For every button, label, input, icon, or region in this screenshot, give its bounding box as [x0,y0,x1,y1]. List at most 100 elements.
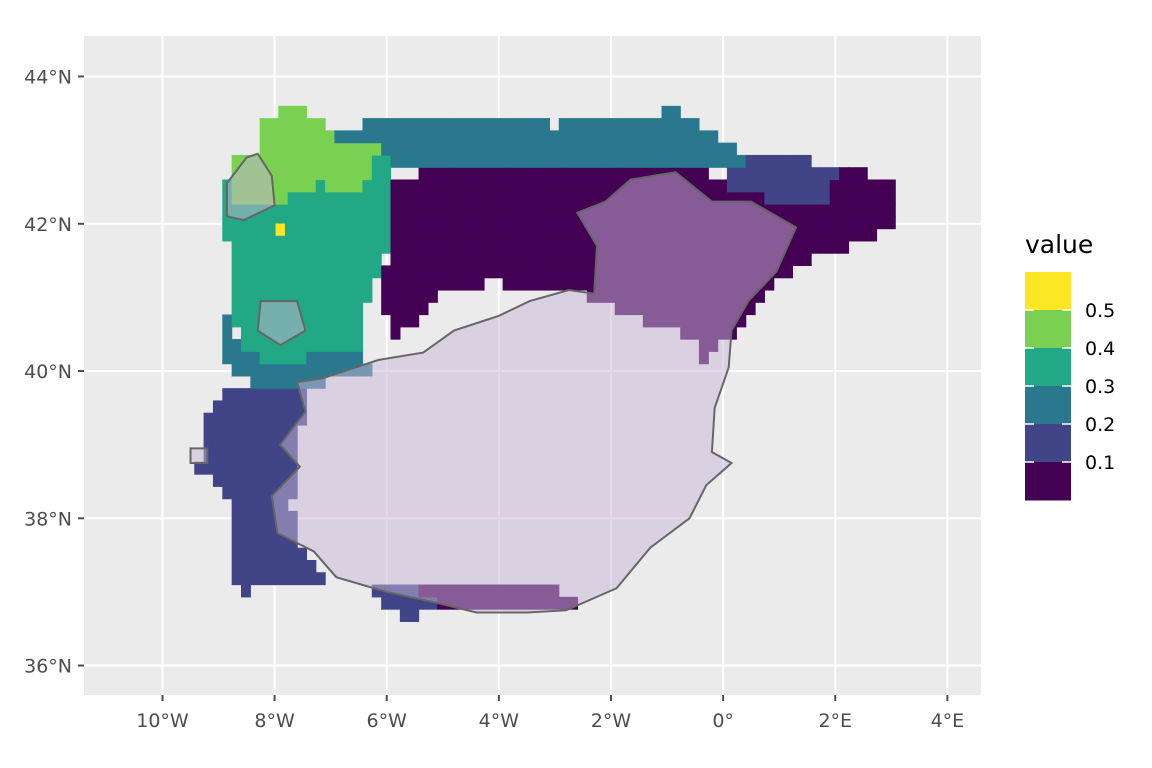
raster-cell [278,388,289,402]
raster-cell [586,167,597,181]
raster-cell [287,216,298,230]
raster-cell [596,167,607,181]
raster-cell [334,130,345,144]
raster-cell [353,142,364,156]
raster-cell [409,130,420,144]
raster-cell [427,130,438,144]
raster-cell [483,228,494,242]
raster-cell [362,240,373,254]
raster-cell [745,179,756,193]
raster-cell [773,167,784,181]
raster-cell [259,118,270,131]
overlay-central-meseta [270,171,798,614]
raster-cell [418,154,429,168]
raster-cell [250,216,261,230]
raster-cell [231,510,242,524]
raster-cell [437,154,448,168]
raster-cell [240,424,251,438]
raster-cell [876,216,887,230]
raster-cell [325,314,336,328]
raster-cell [334,216,345,230]
raster-cell [390,265,401,279]
raster-cell [502,179,513,193]
raster-cell [259,523,270,537]
raster-cell [512,253,522,266]
raster-cell [792,253,803,266]
raster-cell [297,351,308,365]
raster-cell [857,191,868,205]
raster-cell [325,363,336,377]
raster-cell [418,302,429,316]
raster-cell [297,547,308,561]
raster-cell [287,204,298,217]
raster-cell [231,461,242,475]
raster-cell [596,142,607,156]
raster-cell [512,191,522,205]
raster-cell [493,118,504,131]
raster-cell [343,228,354,242]
x-tick-label: 6°W [367,710,408,732]
raster-cell [297,204,308,217]
raster-cell [446,179,457,193]
raster-cell [362,228,373,242]
raster-cell [240,559,251,573]
raster-cell [315,326,326,340]
raster-cell [287,559,298,573]
raster-cell [764,204,775,217]
raster-cell [783,265,793,279]
raster-cell [343,240,354,254]
raster-cell [717,179,728,193]
raster-cell [521,142,532,156]
raster-cell [334,191,345,205]
raster-cell [568,265,579,279]
raster-cell [315,339,326,352]
raster-cell [502,240,513,254]
raster-cell [474,204,485,217]
raster-cell [240,510,251,524]
raster-cell [390,130,401,144]
raster-cell [811,216,822,230]
raster-cell [437,179,448,193]
raster-cell [269,253,279,266]
raster-cell [549,228,560,242]
legend-color-bin [1025,462,1071,501]
raster-cell [437,191,448,205]
raster-cell [857,216,868,230]
raster-cell [596,154,607,168]
raster-cell [409,216,420,230]
raster-cell [437,216,448,230]
raster-cell [493,204,504,217]
raster-cell [259,449,270,463]
raster-cell [437,167,448,181]
raster-cell [558,277,569,291]
raster-cell [297,253,308,266]
raster-cell [278,474,289,487]
raster-cell [343,204,354,217]
raster-cell [568,167,579,181]
raster-cell [259,253,270,266]
raster-cell [343,130,354,144]
raster-cell [325,240,336,254]
raster-cell [755,154,765,168]
raster-cell [698,179,709,193]
raster-cell [297,191,308,205]
raster-cell [315,142,326,156]
raster-cell [409,142,420,156]
raster-cell [409,277,420,291]
raster-cell [297,154,308,168]
raster-cell [726,179,737,193]
raster-cell [549,240,560,254]
raster-cell [811,167,822,181]
raster-cell [250,388,261,402]
raster-cell [353,216,364,230]
raster-cell [427,118,438,131]
raster-cell [269,474,279,487]
raster-cell [278,216,289,230]
raster-cell [343,339,354,352]
raster-cell [474,228,485,242]
raster-cell [829,191,840,205]
raster-cell [829,216,840,230]
raster-cell [353,289,364,303]
raster-cell [250,277,261,291]
raster-cell [670,154,681,168]
